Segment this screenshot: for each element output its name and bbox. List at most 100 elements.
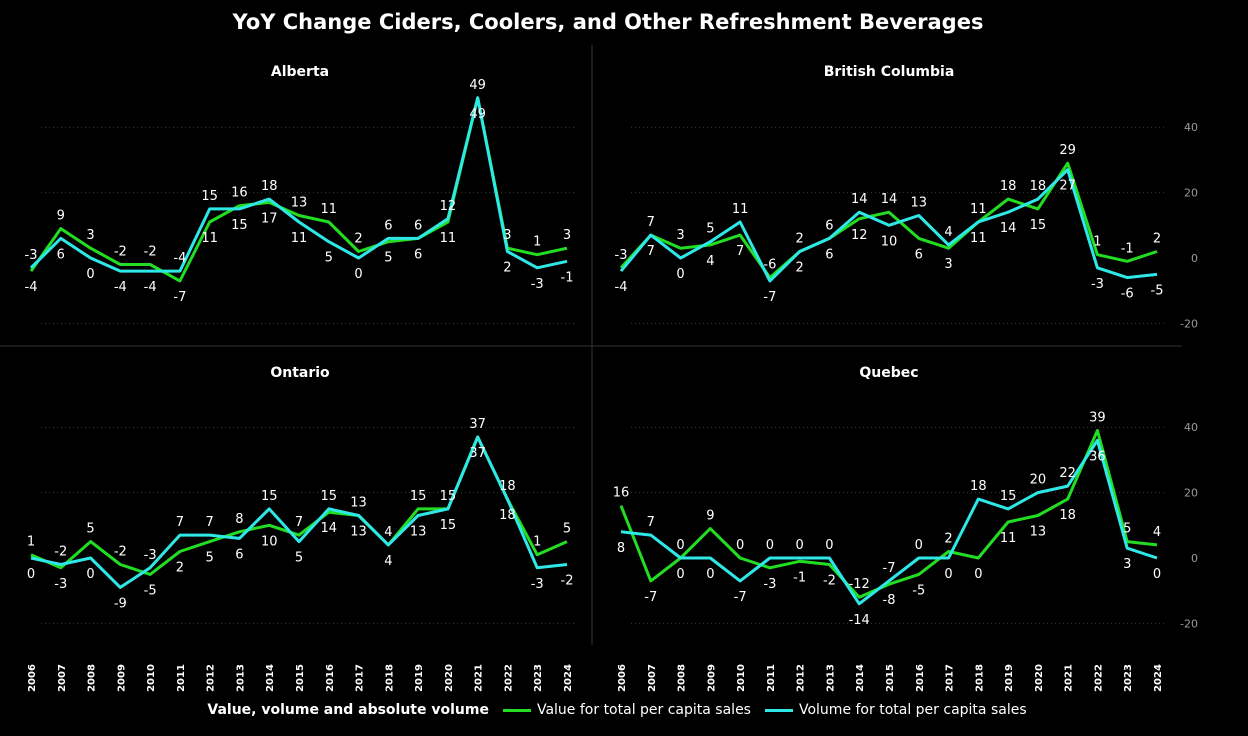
data-label-value: 10 <box>261 534 278 549</box>
data-label-volume: 49 <box>469 107 486 122</box>
legend: Value, volume and absolute volume Value … <box>0 702 1248 718</box>
data-label-value: -5 <box>144 583 157 598</box>
data-label-volume: 0 <box>825 538 833 553</box>
data-label-value: -6 <box>763 258 776 273</box>
data-label-value: -4 <box>25 280 38 295</box>
data-label-value: 5 <box>1123 522 1131 537</box>
x-tick-label: 2015 <box>885 664 896 692</box>
data-label-value: 11 <box>440 231 457 246</box>
data-label-volume: 11 <box>970 231 987 246</box>
data-label-value: 13 <box>291 195 308 210</box>
series-line-value <box>29 96 568 283</box>
y-tick-label: 0 <box>1191 552 1198 565</box>
series-line-volume <box>29 96 568 273</box>
data-label-value: -5 <box>912 583 925 598</box>
data-label-value: -8 <box>883 593 896 608</box>
data-label-volume: 11 <box>291 231 308 246</box>
data-label-value: -3 <box>763 577 776 592</box>
data-label-volume: -6 <box>1121 287 1134 302</box>
data-label-value: 14 <box>321 521 338 536</box>
data-label-volume: 4 <box>384 554 392 569</box>
data-label-value: 3 <box>503 228 511 243</box>
x-tick-label: 2016 <box>325 664 336 692</box>
data-label-volume: 5 <box>325 251 333 266</box>
data-label-volume: 2 <box>503 260 511 275</box>
data-label-value: 0 <box>974 567 982 582</box>
y-tick-label: -20 <box>1180 617 1198 630</box>
data-label-value: 6 <box>915 247 923 262</box>
data-label-volume: -14 <box>849 613 870 628</box>
data-label-value: 8 <box>235 512 243 527</box>
y-tick-label: 0 <box>1191 252 1198 265</box>
x-tick-label: 2011 <box>766 664 777 692</box>
legend-swatch-volume <box>764 708 793 712</box>
x-tick-label: 2021 <box>1064 664 1075 692</box>
x-tick-label: 2006 <box>27 664 38 692</box>
data-label-volume: 5 <box>706 222 714 237</box>
data-label-volume: 27 <box>1059 179 1076 194</box>
legend-item-volume[interactable]: Volume for total per capita sales <box>764 702 1027 718</box>
x-tick-label: 2007 <box>647 664 658 692</box>
x-tick-label: 2009 <box>116 664 127 692</box>
x-tick-label: 2021 <box>474 664 485 692</box>
data-label-value: 12 <box>851 228 868 243</box>
data-label-value: 4 <box>706 254 714 269</box>
data-label-value: 13 <box>350 495 367 510</box>
data-label-value: 7 <box>295 515 303 530</box>
legend-item-value[interactable]: Value for total per capita sales <box>502 702 751 718</box>
data-label-value: 9 <box>706 509 714 524</box>
x-tick-label: 2020 <box>444 664 455 692</box>
y-tick-label: 20 <box>1184 187 1198 200</box>
data-label-value: 3 <box>86 228 94 243</box>
x-tick-label: 2022 <box>1093 664 1104 692</box>
data-label-value: 14 <box>881 192 898 207</box>
data-label-value: 11 <box>970 202 987 217</box>
data-label-value: 13 <box>1030 524 1047 539</box>
data-label-volume: 0 <box>944 567 952 582</box>
data-label-volume: 11 <box>732 202 749 217</box>
data-label-volume: -5 <box>1151 283 1164 298</box>
data-label-volume: 6 <box>414 247 422 262</box>
data-label-value: 2 <box>354 231 362 246</box>
x-tick-label: 2010 <box>736 664 747 692</box>
x-tick-label: 2016 <box>915 664 926 692</box>
x-tick-label: 2012 <box>796 664 807 692</box>
x-tick-label: 2008 <box>87 664 98 692</box>
data-label-volume: -4 <box>114 280 127 295</box>
data-label-volume: 12 <box>440 199 457 214</box>
data-label-volume: -1 <box>561 270 574 285</box>
data-label-volume: 18 <box>499 508 516 523</box>
data-label-volume: 0 <box>915 538 923 553</box>
data-label-value: 1 <box>1093 235 1101 250</box>
data-label-volume: 15 <box>261 489 278 504</box>
data-label-volume: -3 <box>25 248 38 263</box>
data-label-value: 11 <box>321 202 338 217</box>
panel-title: Alberta <box>271 64 329 80</box>
data-label-value: -2 <box>144 245 157 260</box>
panel-title: Quebec <box>859 365 918 381</box>
legend-label-value: Value for total per capita sales <box>536 702 751 718</box>
data-label-value: 5 <box>206 551 214 566</box>
x-tick-label: 2013 <box>825 664 836 692</box>
data-label-value: 15 <box>410 489 427 504</box>
data-label-value: 3 <box>563 228 571 243</box>
data-label-value: 16 <box>613 486 630 501</box>
y-tick-label: 40 <box>1184 121 1198 134</box>
series-line-volume <box>30 435 568 589</box>
data-label-volume: -2 <box>54 545 67 560</box>
data-label-volume: 15 <box>1000 489 1017 504</box>
data-label-volume: 15 <box>440 518 457 533</box>
data-label-volume: 6 <box>825 247 833 262</box>
data-label-volume: 7 <box>647 515 655 530</box>
data-label-value: 2 <box>796 231 804 246</box>
data-label-volume: 15 <box>321 489 338 504</box>
data-label-volume: 18 <box>261 179 278 194</box>
data-label-value: 4 <box>384 525 392 540</box>
series-line-volume <box>619 168 1158 283</box>
data-label-volume: 0 <box>766 538 774 553</box>
data-label-volume: 6 <box>235 547 243 562</box>
data-label-value: -1 <box>1121 241 1134 256</box>
data-label-volume: 7 <box>206 515 214 530</box>
data-label-value: -7 <box>173 290 186 305</box>
